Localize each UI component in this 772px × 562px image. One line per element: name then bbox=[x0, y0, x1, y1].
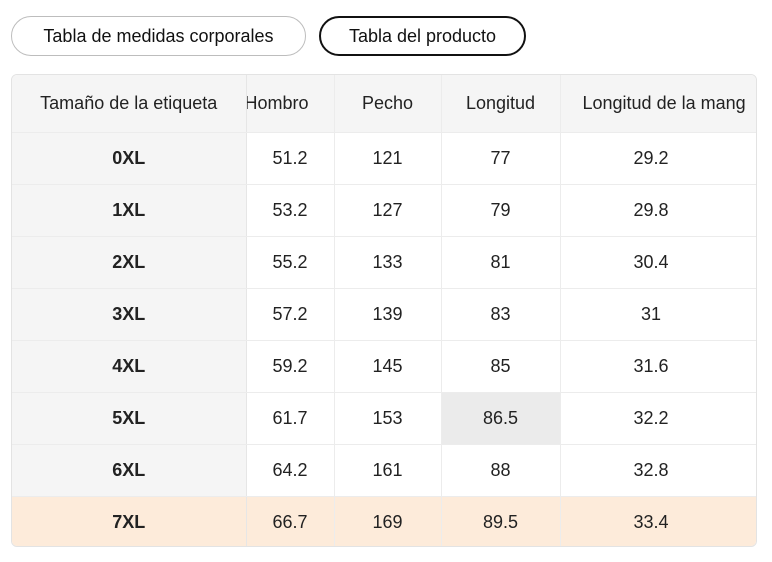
cell-chest: 127 bbox=[334, 184, 442, 237]
header-length: Longitud bbox=[441, 75, 561, 133]
tab-body-measurements[interactable]: Tabla de medidas corporales bbox=[11, 16, 306, 56]
cell-chest: 121 bbox=[334, 132, 442, 185]
size-table-container[interactable]: Tamaño de la etiqueta Hombro Pecho Longi… bbox=[11, 74, 757, 547]
cell-size: 7XL bbox=[12, 496, 247, 546]
table-header-row: Tamaño de la etiqueta Hombro Pecho Longi… bbox=[12, 75, 756, 133]
cell-size: 2XL bbox=[12, 236, 247, 289]
cell-length: 88 bbox=[441, 444, 561, 497]
table-row: 6XL 64.2 161 88 32.8 bbox=[12, 444, 756, 497]
cell-sleeve-length: 31 bbox=[560, 288, 756, 341]
cell-sleeve-length: 29.2 bbox=[560, 132, 756, 185]
cell-shoulder: 64.2 bbox=[246, 444, 335, 497]
cell-size: 0XL bbox=[12, 132, 247, 185]
cell-size: 1XL bbox=[12, 184, 247, 237]
cell-length: 79 bbox=[441, 184, 561, 237]
cell-chest: 133 bbox=[334, 236, 442, 289]
table-row-highlighted: 7XL 66.7 169 89.5 33.4 bbox=[12, 496, 756, 546]
cell-sleeve-length: 33.4 bbox=[560, 496, 756, 546]
cell-length: 77 bbox=[441, 132, 561, 185]
cell-sleeve-length: 32.8 bbox=[560, 444, 756, 497]
header-shoulder: Hombro bbox=[246, 75, 335, 133]
size-table: Tamaño de la etiqueta Hombro Pecho Longi… bbox=[12, 75, 756, 546]
header-chest: Pecho bbox=[334, 75, 442, 133]
cell-sleeve-length: 32.2 bbox=[560, 392, 756, 445]
tab-product-chart[interactable]: Tabla del producto bbox=[319, 16, 526, 56]
cell-shoulder: 57.2 bbox=[246, 288, 335, 341]
cell-size: 6XL bbox=[12, 444, 247, 497]
cell-chest: 153 bbox=[334, 392, 442, 445]
cell-chest: 169 bbox=[334, 496, 442, 546]
cell-length: 81 bbox=[441, 236, 561, 289]
cell-chest: 139 bbox=[334, 288, 442, 341]
table-row: 2XL 55.2 133 81 30.4 bbox=[12, 236, 756, 289]
cell-size: 5XL bbox=[12, 392, 247, 445]
header-sleeve-length: Longitud de la mang bbox=[560, 75, 756, 133]
table-row: 3XL 57.2 139 83 31 bbox=[12, 288, 756, 341]
cell-chest: 145 bbox=[334, 340, 442, 393]
cell-size: 4XL bbox=[12, 340, 247, 393]
cell-length: 89.5 bbox=[441, 496, 561, 546]
cell-chest: 161 bbox=[334, 444, 442, 497]
cell-shoulder: 59.2 bbox=[246, 340, 335, 393]
cell-shoulder: 61.7 bbox=[246, 392, 335, 445]
table-row: 1XL 53.2 127 79 29.8 bbox=[12, 184, 756, 237]
cell-shoulder: 55.2 bbox=[246, 236, 335, 289]
table-row: 5XL 61.7 153 86.5 32.2 bbox=[12, 392, 756, 445]
table-row: 0XL 51.2 121 77 29.2 bbox=[12, 132, 756, 185]
cell-shoulder: 51.2 bbox=[246, 132, 335, 185]
cell-sleeve-length: 31.6 bbox=[560, 340, 756, 393]
cell-length: 83 bbox=[441, 288, 561, 341]
cell-size: 3XL bbox=[12, 288, 247, 341]
cell-length-hovered: 86.5 bbox=[441, 392, 561, 445]
cell-shoulder: 66.7 bbox=[246, 496, 335, 546]
cell-sleeve-length: 30.4 bbox=[560, 236, 756, 289]
cell-shoulder: 53.2 bbox=[246, 184, 335, 237]
table-row: 4XL 59.2 145 85 31.6 bbox=[12, 340, 756, 393]
cell-length: 85 bbox=[441, 340, 561, 393]
cell-sleeve-length: 29.8 bbox=[560, 184, 756, 237]
header-size: Tamaño de la etiqueta bbox=[12, 75, 247, 133]
